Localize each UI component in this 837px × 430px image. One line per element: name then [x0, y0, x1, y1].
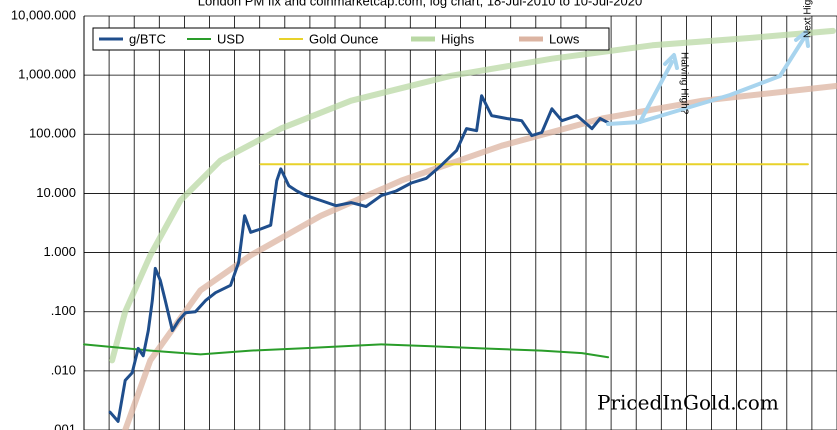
- projection-arrows: [606, 30, 810, 126]
- y-tick-label: 1,000.000: [18, 67, 76, 82]
- arrow: [638, 36, 806, 124]
- y-tick-label: 100.000: [29, 126, 76, 141]
- legend-box: [92, 27, 610, 51]
- series-line: [109, 27, 836, 364]
- y-tick-label: 10,000.000: [11, 7, 76, 22]
- legend-label: g/BTC: [129, 31, 166, 46]
- legend-label: Lows: [549, 31, 580, 46]
- arrowhead: [794, 30, 810, 48]
- series-layer: [83, 27, 837, 430]
- y-tick-label: 10.000: [36, 185, 76, 200]
- legend-label: USD: [217, 31, 244, 46]
- legend: g/BTC USD Gold Ounce Highs Lows: [92, 27, 610, 51]
- arrowhead: [663, 53, 679, 70]
- y-tick-label: .001: [51, 421, 76, 430]
- series-line: [108, 94, 610, 423]
- watermark: PricedInGold.com: [597, 391, 779, 415]
- y-tick-label: 1.000: [43, 244, 76, 259]
- y-tick-label: .100: [51, 303, 76, 318]
- legend-label: Highs: [441, 31, 475, 46]
- series-line: [83, 343, 610, 359]
- annotation: Halving High?: [678, 52, 689, 115]
- chart-title: London PM fix and coinmarketcap.com, log…: [198, 0, 642, 8]
- y-tick-label: .010: [51, 362, 76, 377]
- annotation: Next High?: [803, 0, 814, 38]
- legend-label: Gold Ounce: [309, 31, 378, 46]
